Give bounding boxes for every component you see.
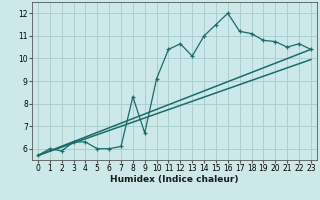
X-axis label: Humidex (Indice chaleur): Humidex (Indice chaleur) — [110, 175, 239, 184]
